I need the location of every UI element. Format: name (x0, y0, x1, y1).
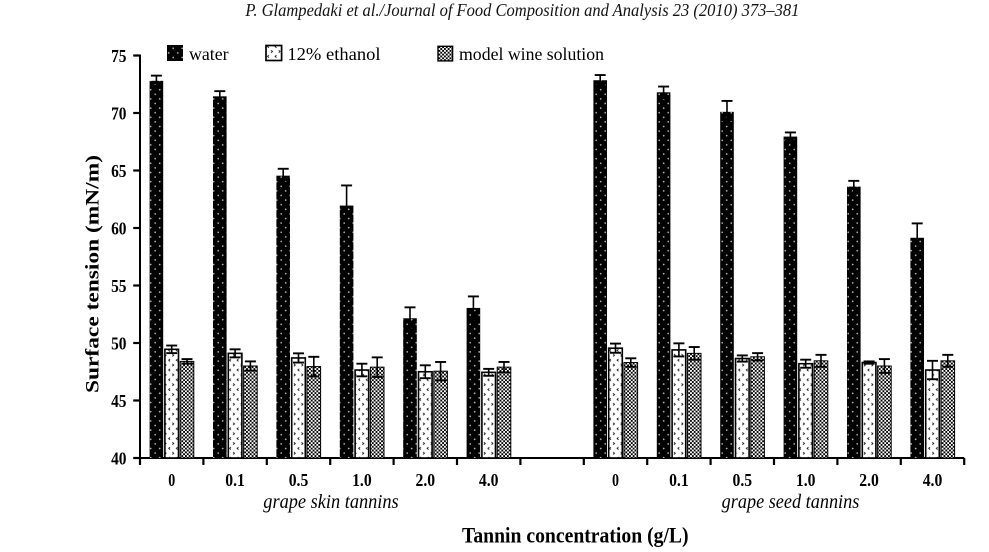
svg-text:0.1: 0.1 (669, 470, 689, 490)
svg-text:40: 40 (111, 448, 126, 468)
svg-text:65: 65 (111, 161, 126, 181)
svg-text:12% ethanol: 12% ethanol (287, 44, 380, 64)
svg-text:2.0: 2.0 (859, 470, 879, 490)
svg-text:4.0: 4.0 (479, 470, 499, 490)
svg-text:grape skin tannins: grape skin tannins (263, 492, 398, 513)
svg-text:model wine solution: model wine solution (459, 44, 604, 64)
svg-text:0.5: 0.5 (733, 470, 753, 490)
svg-text:1.0: 1.0 (352, 470, 372, 490)
svg-text:45: 45 (111, 391, 126, 411)
svg-text:0.1: 0.1 (225, 470, 245, 490)
svg-text:55: 55 (111, 276, 126, 296)
svg-text:1.0: 1.0 (796, 470, 816, 490)
svg-text:60: 60 (111, 218, 126, 238)
svg-text:0.5: 0.5 (289, 470, 309, 490)
svg-text:70: 70 (111, 103, 126, 123)
svg-text:water: water (189, 44, 229, 64)
svg-text:4.0: 4.0 (923, 470, 943, 490)
svg-text:0: 0 (168, 470, 175, 490)
svg-text:Tannin concentration (g/L): Tannin concentration (g/L) (462, 523, 689, 548)
svg-text:2.0: 2.0 (416, 470, 436, 490)
svg-text:P. Glampedaki et al./Journal o: P. Glampedaki et al./Journal of Food Com… (244, 0, 799, 20)
svg-text:75: 75 (111, 46, 126, 66)
svg-text:grape seed tannins: grape seed tannins (722, 492, 860, 513)
svg-text:0: 0 (612, 470, 619, 490)
svg-text:50: 50 (111, 333, 126, 353)
svg-text:Surface tension (mN/m): Surface tension (mN/m) (84, 155, 104, 393)
